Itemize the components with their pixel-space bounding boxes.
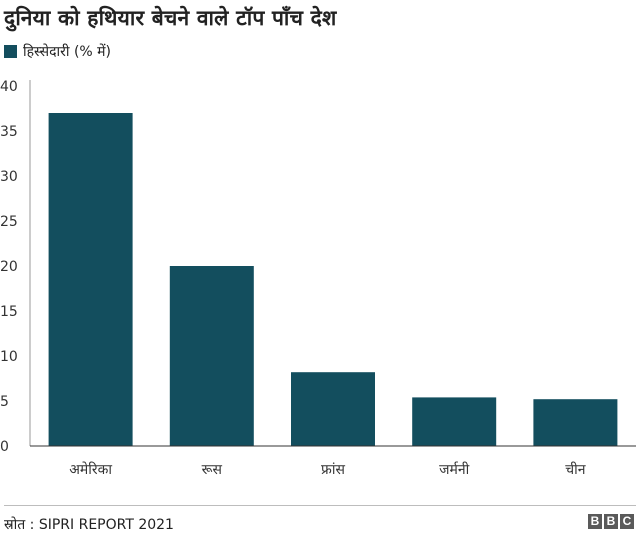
y-tick-label: 35 <box>0 124 18 140</box>
bar <box>412 397 497 446</box>
bbc-logo: B B C <box>588 514 634 529</box>
chart-title: दुनिया को हथियार बेचने वाले टॉप पाँच देश <box>4 6 337 30</box>
y-tick-label: 0 <box>0 439 9 455</box>
bar <box>48 113 133 446</box>
y-tick-label: 5 <box>0 394 9 410</box>
footer-divider <box>4 505 636 506</box>
y-tick-label: 30 <box>0 169 18 185</box>
x-tick-label: रूस <box>202 462 223 478</box>
x-tick-label: जर्मनी <box>439 461 470 478</box>
bar <box>291 372 375 446</box>
y-tick-label: 20 <box>0 259 18 275</box>
x-tick-label: अमेरिका <box>69 461 112 478</box>
bbc-logo-letter: B <box>604 514 618 529</box>
bar-chart: 0 5 10 15 20 25 30 35 40 अमेरिका रूस फ्रांस जर्मनी ची… <box>0 79 636 478</box>
bbc-logo-letter: C <box>620 514 634 529</box>
bbc-logo-letter: B <box>588 514 602 529</box>
x-tick-label: चीन <box>565 461 586 478</box>
bar <box>533 399 618 446</box>
x-tick-label: फ्रांस <box>321 462 345 478</box>
legend-swatch <box>4 45 17 58</box>
bar <box>169 266 254 446</box>
y-tick-label: 40 <box>0 79 18 95</box>
y-tick-label: 10 <box>0 349 18 365</box>
y-tick-label: 25 <box>0 214 18 230</box>
legend-label: हिस्सेदारी (% में) <box>23 44 112 60</box>
legend: हिस्सेदारी (% में) <box>4 42 111 61</box>
source-note: स्रोत : SIPRI REPORT 2021 <box>4 517 174 533</box>
y-tick-label: 15 <box>0 304 18 320</box>
